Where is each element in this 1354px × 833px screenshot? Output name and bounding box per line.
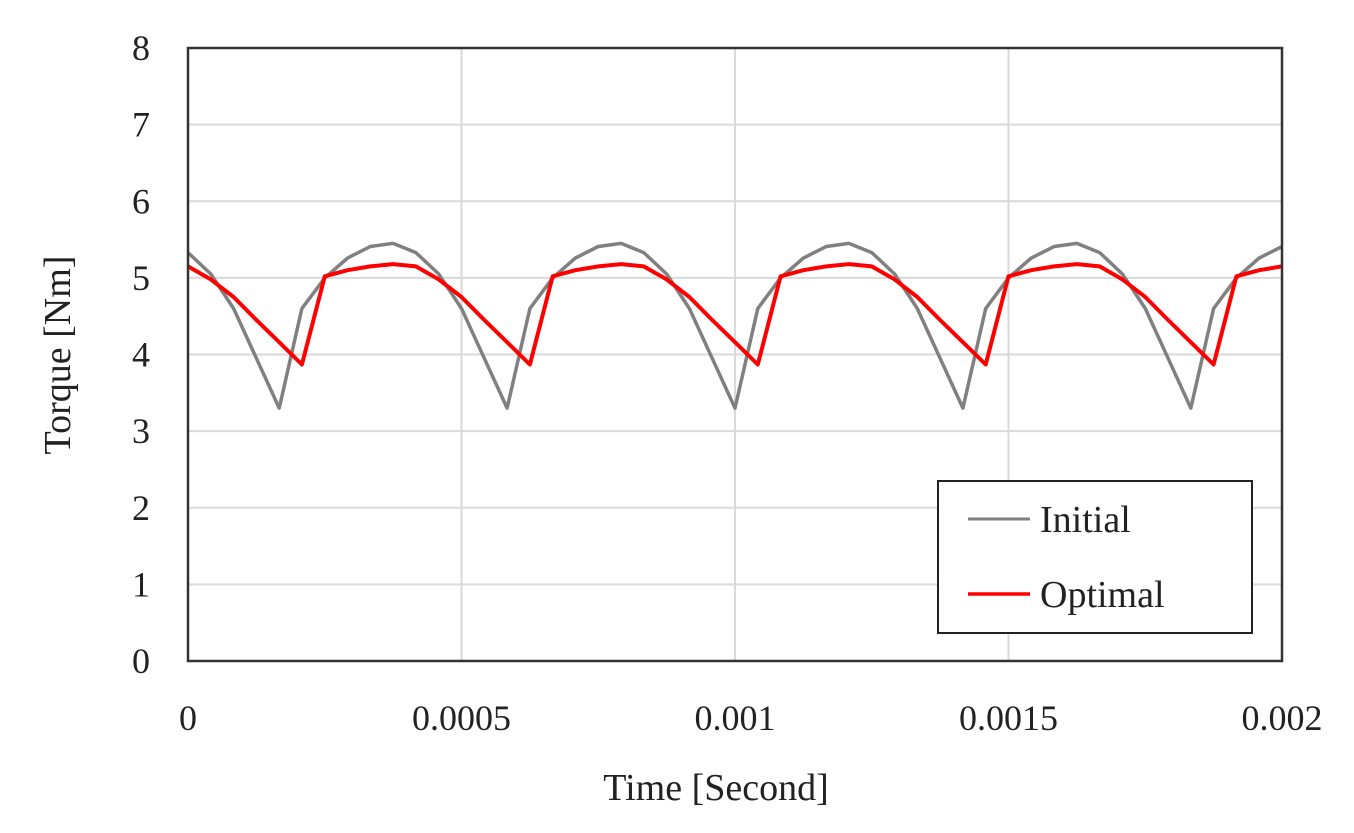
y-tick-label: 1	[132, 564, 150, 604]
legend-label-optimal: Optimal	[1040, 574, 1165, 616]
y-tick-label: 8	[132, 28, 150, 68]
x-tick-labels: 0 0.0005 0.001 0.0015 0.002	[179, 698, 1323, 738]
x-tick-label: 0.0005	[412, 698, 511, 738]
y-tick-label: 4	[132, 335, 150, 375]
legend-label-initial: Initial	[1040, 499, 1131, 541]
y-tick-labels: 0 1 2 3 4 5 6 7 8	[132, 28, 150, 681]
series-line-optimal	[187, 262, 1283, 367]
y-tick-label: 2	[132, 488, 150, 528]
legend: Initial Optimal	[937, 480, 1253, 634]
x-tick-label: 0	[179, 698, 197, 738]
y-axis-label: Torque [Nm]	[37, 256, 79, 455]
y-tick-label: 3	[132, 411, 150, 451]
series-line-initial	[186, 241, 1283, 410]
x-axis-label: Time [Second]	[603, 767, 829, 809]
y-tick-label: 5	[132, 258, 150, 298]
y-tick-label: 7	[132, 105, 150, 145]
legend-box	[937, 480, 1253, 634]
x-tick-label: 0.002	[1242, 698, 1323, 738]
y-tick-label: 0	[132, 641, 150, 681]
series-lines	[186, 241, 1283, 410]
x-tick-label: 0.0015	[959, 698, 1058, 738]
x-tick-label: 0.001	[695, 698, 776, 738]
y-tick-label: 6	[132, 181, 150, 221]
plot-frame	[186, 46, 1284, 663]
